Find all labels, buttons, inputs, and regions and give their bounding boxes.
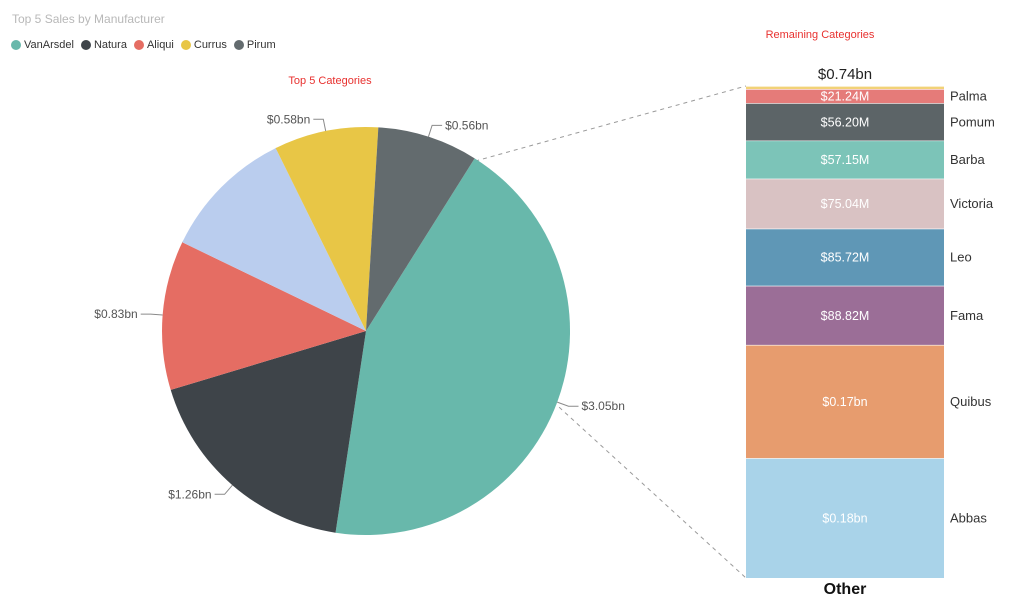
bar-total-label: $0.74bn bbox=[818, 66, 872, 83]
pie-slice-pirum[interactable] bbox=[366, 127, 475, 332]
leader-line-pirum bbox=[427, 124, 443, 137]
bar-value-pomum: $56.20M bbox=[821, 115, 870, 129]
bar-subtitle: Remaining Categories bbox=[766, 29, 875, 41]
stacked-bar-chart: $0.18bn Abbas $0.17bn Quibus $88.82M Fama $85.… bbox=[746, 85, 995, 578]
legend-label-natura: Natura bbox=[93, 39, 127, 51]
bar-category-pomum: Pomum bbox=[950, 114, 995, 129]
leader-line-vanarsdel bbox=[557, 401, 579, 407]
pie-slice-vanarsdel[interactable] bbox=[335, 158, 571, 536]
bar-value-abbas: $0.18bn bbox=[822, 512, 867, 526]
pie-label-natura: $1.26bn bbox=[168, 487, 211, 501]
pie-data-labels: $3.05bn $1.26bn $0.83bn $0.58bn $0.56bn bbox=[94, 112, 625, 501]
pie-slice-other[interactable] bbox=[182, 148, 366, 331]
legend-label-currus: Currus bbox=[193, 39, 227, 51]
legend-label-aliqui: Aliqui bbox=[146, 39, 174, 51]
pie-subtitle: Top 5 Categories bbox=[288, 75, 372, 87]
legend-item-pirum[interactable]: Pirum bbox=[233, 39, 276, 51]
legend-swatch-natura bbox=[80, 40, 91, 50]
pie-label-pirum: $0.56bn bbox=[445, 118, 488, 132]
bar-value-victoria: $75.04M bbox=[821, 197, 870, 211]
pie-slice-aliqui[interactable] bbox=[162, 242, 366, 390]
bar-value-barba: $57.15M bbox=[821, 153, 870, 167]
bar-category-victoria: Victoria bbox=[950, 196, 994, 211]
bar-category-abbas: Abbas bbox=[950, 511, 987, 526]
legend-swatch-pirum bbox=[233, 40, 244, 50]
bar-value-fama: $88.82M bbox=[821, 309, 870, 323]
pie-label-aliqui: $0.83bn bbox=[94, 307, 137, 321]
pie-slice-natura[interactable] bbox=[170, 331, 366, 533]
pie-slice-currus[interactable] bbox=[275, 126, 379, 331]
bar-segment-quibus[interactable] bbox=[746, 344, 944, 459]
bar-value-leo: $85.72M bbox=[821, 251, 870, 265]
bar-segment-fama[interactable] bbox=[746, 285, 944, 345]
leader-line-aliqui bbox=[140, 313, 163, 316]
legend-swatch-aliqui bbox=[133, 40, 144, 50]
legend-item-vanarsdel[interactable]: VanArsdel bbox=[11, 39, 74, 51]
bar-category-leo: Leo bbox=[950, 250, 972, 265]
bar-value-quibus: $0.17bn bbox=[822, 395, 867, 409]
legend-item-natura[interactable]: Natura bbox=[80, 39, 127, 51]
leader-line-natura bbox=[214, 484, 233, 495]
legend-swatch-vanarsdel bbox=[11, 40, 21, 50]
bar-category-fama: Fama bbox=[950, 308, 984, 323]
bar-category-label: Other bbox=[824, 581, 867, 598]
pie-label-currus: $0.58bn bbox=[267, 112, 310, 126]
chart-title: Top 5 Sales by Manufacturer bbox=[12, 12, 165, 26]
legend-swatch-currus bbox=[180, 40, 191, 50]
bar-value-palma: $21.24M bbox=[821, 90, 870, 104]
legend-label-pirum: Pirum bbox=[246, 39, 276, 51]
pie-label-vanarsdel: $3.05bn bbox=[582, 399, 625, 413]
legend-item-aliqui[interactable]: Aliqui bbox=[133, 39, 174, 51]
bar-category-quibus: Quibus bbox=[950, 394, 992, 409]
bar-segment-leo[interactable] bbox=[746, 228, 944, 286]
pie-chart: $3.05bn $1.26bn $0.83bn $0.58bn $0.56bn bbox=[94, 112, 625, 536]
bar-category-palma: Palma bbox=[950, 89, 988, 104]
bar-category-barba: Barba bbox=[950, 152, 985, 167]
bar-segment-barba[interactable] bbox=[746, 140, 944, 179]
bar-segment-sliver-8[interactable] bbox=[746, 86, 944, 89]
legend: VanArsdel Natura Aliqui Currus Pirum bbox=[11, 39, 283, 51]
bar-segment-palma[interactable] bbox=[746, 89, 944, 104]
bar-segment-victoria[interactable] bbox=[746, 178, 944, 229]
legend-label-vanarsdel: VanArsdel bbox=[24, 39, 74, 51]
legend-item-currus[interactable]: Currus bbox=[180, 39, 227, 51]
bar-segment-pomum[interactable] bbox=[746, 103, 944, 141]
bar-segment-abbas[interactable] bbox=[746, 458, 944, 578]
leader-line-currus bbox=[313, 118, 327, 132]
